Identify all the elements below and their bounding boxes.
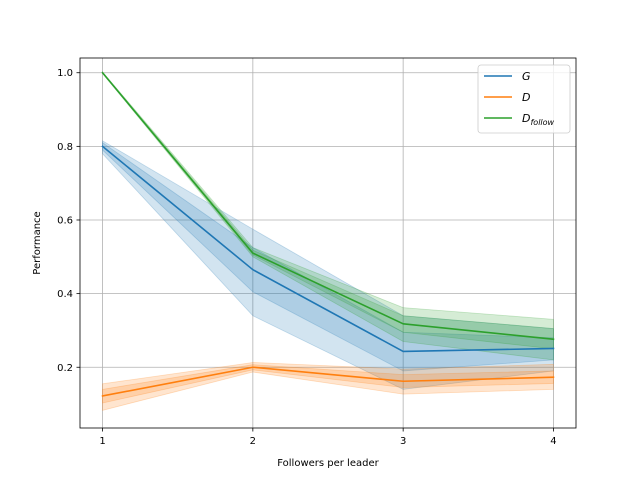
legend-label: D bbox=[522, 91, 530, 104]
x-tick-label: 2 bbox=[250, 436, 256, 447]
legend-label: G bbox=[522, 70, 531, 83]
series-line bbox=[101, 145, 555, 353]
x-tick-label: 1 bbox=[99, 436, 105, 447]
y-tick-label: 0.2 bbox=[57, 363, 73, 374]
x-axis-label: Followers per leader bbox=[277, 458, 379, 469]
series-line bbox=[101, 366, 555, 397]
series-line bbox=[101, 71, 555, 341]
x-tick-label: 4 bbox=[550, 436, 556, 447]
y-tick-label: 1.0 bbox=[57, 68, 73, 79]
series-band bbox=[102, 70, 554, 361]
legend-box bbox=[477, 64, 571, 134]
x-axis-ticks: 1 2 3 4 bbox=[99, 428, 557, 447]
legend-label-subscript: follow bbox=[530, 118, 554, 127]
y-tick-label: 0.6 bbox=[57, 215, 73, 226]
x-tick-label: 3 bbox=[400, 436, 406, 447]
series-lines bbox=[101, 71, 555, 397]
y-tick-label: 0.8 bbox=[57, 142, 73, 153]
y-axis-label: Performance bbox=[32, 211, 43, 274]
plot-frame bbox=[79, 57, 577, 429]
y-tick-label: 0.4 bbox=[57, 289, 73, 300]
y-axis-ticks: 0.2 0.4 0.6 0.8 1.0 bbox=[57, 68, 80, 374]
